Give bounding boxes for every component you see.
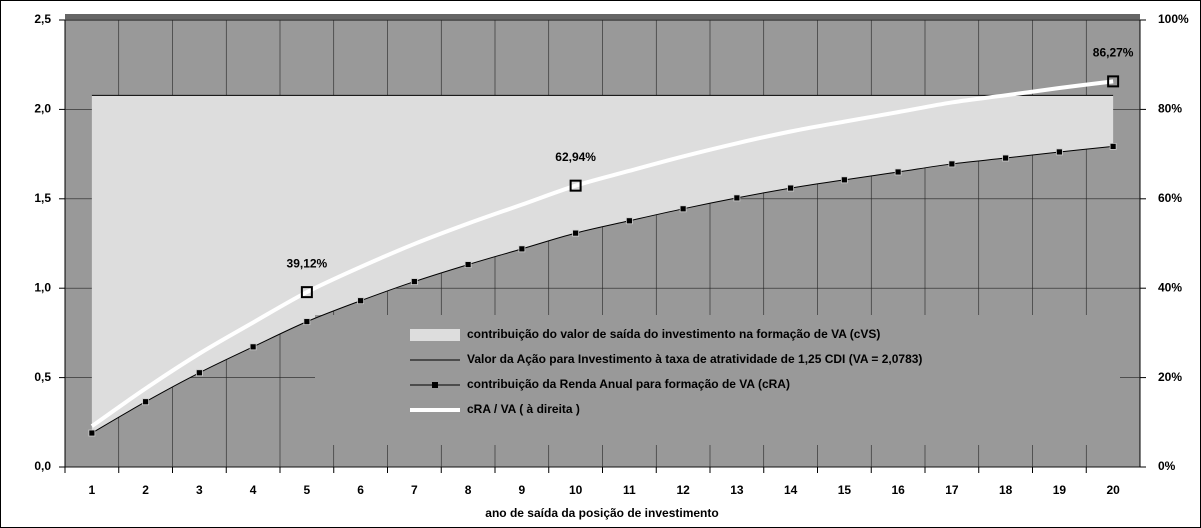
marker: [518, 245, 526, 253]
y-tick-label: 2,5: [34, 12, 51, 26]
marker: [733, 194, 741, 202]
legend-label: contribuição da Renda Anual para formaçã…: [467, 377, 790, 391]
y-tick-label: 0,5: [34, 370, 51, 384]
x-tick-label: 8: [465, 483, 472, 497]
x-tick-label: 4: [250, 483, 257, 497]
marker: [142, 398, 150, 406]
legend-marker: [432, 382, 438, 388]
marker: [357, 297, 365, 305]
area: [91, 95, 1114, 434]
marker: [195, 369, 203, 377]
y2-tick-label: 60%: [1158, 191, 1182, 205]
x-tick-label: 15: [838, 483, 852, 497]
line: [90, 79, 1114, 428]
x-tick-label: 14: [784, 483, 798, 497]
legend-label: cRA / VA ( à direita ): [467, 402, 580, 416]
label-marker: [569, 179, 582, 192]
y2-tick-label: 20%: [1158, 370, 1182, 384]
x-tick-label: 12: [676, 483, 690, 497]
x-tick-label: 3: [196, 483, 203, 497]
marker: [88, 429, 96, 437]
x-tick-label: 9: [519, 483, 526, 497]
legend-swatch: [410, 329, 460, 341]
x-tick-label: 7: [411, 483, 418, 497]
x-tick-label: 1: [89, 483, 96, 497]
plot-top-band: [65, 14, 1140, 20]
line: [91, 145, 1114, 434]
marker: [787, 184, 795, 192]
data-label: 62,94%: [555, 150, 596, 164]
marker: [948, 160, 956, 168]
x-tick-label: 13: [730, 483, 744, 497]
y2-tick-label: 40%: [1158, 280, 1182, 294]
x-tick-label: 2: [142, 483, 149, 497]
x-tick-label: 5: [304, 483, 311, 497]
marker: [1109, 143, 1117, 150]
x-tick-label: 17: [945, 483, 959, 497]
marker: [249, 343, 257, 351]
x-tick-label: 16: [891, 483, 905, 497]
marker: [464, 261, 472, 268]
marker: [894, 168, 902, 176]
marker: [625, 217, 633, 225]
x-tick-label: 19: [1053, 483, 1067, 497]
x-tick-label: 11: [623, 483, 636, 497]
marker: [840, 176, 848, 184]
y2-tick-label: 100%: [1158, 12, 1189, 26]
marker: [1055, 148, 1063, 156]
legend-label: contribuição do valor de saída do invest…: [467, 327, 880, 341]
x-tick-label: 10: [569, 483, 583, 497]
y-tick-label: 1,0: [34, 280, 51, 294]
legend-label: Valor da Ação para Investimento à taxa d…: [467, 352, 922, 366]
y2-tick-label: 0%: [1158, 459, 1176, 473]
y-tick-label: 2,0: [34, 102, 51, 116]
marker: [679, 205, 687, 213]
label-marker: [1107, 75, 1120, 88]
data-label: 39,12%: [287, 256, 328, 270]
marker: [303, 318, 311, 326]
marker: [572, 229, 580, 237]
marker: [1002, 154, 1010, 162]
x-tick-label: 20: [1106, 483, 1120, 497]
marker: [410, 278, 418, 285]
data-label: 86,27%: [1093, 46, 1134, 60]
x-axis-label: ano de saída da posição de investimento: [485, 506, 718, 520]
y2-tick-label: 80%: [1158, 102, 1182, 116]
y-tick-label: 1,5: [34, 191, 51, 205]
x-tick-label: 18: [999, 483, 1013, 497]
y-tick-label: 0,0: [34, 459, 51, 473]
x-tick-label: 6: [357, 483, 364, 497]
label-marker: [300, 286, 313, 299]
